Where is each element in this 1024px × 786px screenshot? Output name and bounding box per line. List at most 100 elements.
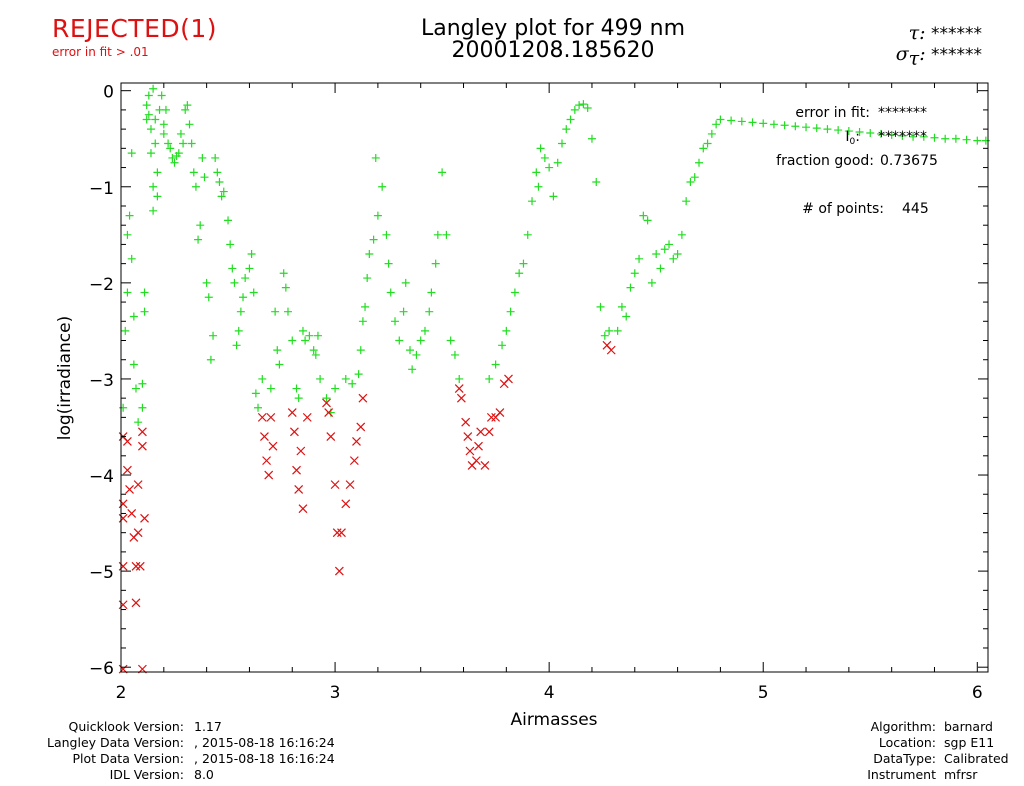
good-point-marker xyxy=(566,115,575,124)
x-tick-label: 3 xyxy=(330,683,341,703)
good-point-marker xyxy=(294,394,303,403)
good-point-marker xyxy=(596,302,605,311)
rejected-point-marker xyxy=(118,600,128,610)
good-point-marker xyxy=(748,118,757,127)
rejected-point-marker xyxy=(474,441,483,451)
good-point-marker xyxy=(125,211,134,220)
good-point-marker xyxy=(144,91,153,100)
good-point-marker xyxy=(170,158,179,167)
rejected-point-marker xyxy=(133,528,143,538)
rejected-point-marker xyxy=(264,470,274,480)
good-point-marker xyxy=(230,278,239,287)
footer-row: IDL Version: 8.0 xyxy=(0,767,335,783)
good-point-marker xyxy=(138,403,147,412)
good-point-marker xyxy=(427,288,436,297)
good-point-marker xyxy=(712,120,721,129)
good-point-marker xyxy=(600,331,609,340)
rejected-point-marker xyxy=(118,513,128,523)
good-point-marker xyxy=(200,173,209,182)
y-axis-label: log(irradiance) xyxy=(55,316,75,441)
status-note: error in fit > .01 xyxy=(52,45,149,59)
good-point-marker xyxy=(119,403,128,412)
good-point-marker xyxy=(140,307,149,316)
rejected-point-marker xyxy=(486,412,496,422)
good-point-marker xyxy=(812,124,821,133)
good-point-marker xyxy=(298,326,307,335)
tau-label: τ: xyxy=(908,22,926,44)
tau-value: ****** xyxy=(931,24,982,44)
rejected-point-marker xyxy=(463,432,473,442)
good-point-marker xyxy=(647,278,656,287)
y-tick-label: −5 xyxy=(89,563,114,583)
good-point-marker xyxy=(587,134,596,143)
good-point-marker xyxy=(669,254,678,263)
rejected-point-marker xyxy=(302,412,312,422)
good-point-marker xyxy=(254,403,263,412)
rejected-point-marker xyxy=(484,427,494,437)
good-point-marker xyxy=(273,346,282,355)
rejected-point-marker xyxy=(137,427,147,437)
good-point-marker xyxy=(575,101,584,110)
good-point-marker xyxy=(540,153,549,162)
good-point-marker xyxy=(292,384,301,393)
good-point-marker xyxy=(450,350,459,359)
good-point-marker xyxy=(196,221,205,230)
good-point-marker xyxy=(395,336,404,345)
good-point-marker xyxy=(442,230,451,239)
good-point-marker xyxy=(425,307,434,316)
rejected-point-marker xyxy=(131,598,141,608)
rejected-point-marker xyxy=(287,408,297,417)
good-point-marker xyxy=(202,278,211,287)
rejected-point-marker xyxy=(480,460,490,470)
good-point-marker xyxy=(802,123,811,132)
good-point-marker xyxy=(129,312,138,321)
good-point-marker xyxy=(144,110,153,119)
good-point-marker xyxy=(149,206,158,215)
rejected-point-marker xyxy=(133,480,143,490)
good-point-marker xyxy=(245,264,254,273)
good-point-marker xyxy=(412,350,421,359)
good-point-marker xyxy=(579,100,588,109)
good-point-marker xyxy=(665,240,674,249)
footer-value: Calibrated xyxy=(944,751,1009,766)
good-point-marker xyxy=(727,116,736,125)
rejected-point-marker xyxy=(122,465,132,475)
good-point-marker xyxy=(279,269,288,278)
good-point-marker xyxy=(365,250,374,259)
good-point-marker xyxy=(219,187,228,196)
rejected-point-marker xyxy=(461,417,471,427)
good-point-marker xyxy=(181,105,190,114)
good-point-marker xyxy=(224,216,233,225)
good-point-marker xyxy=(536,144,545,153)
rejected-point-marker xyxy=(135,561,145,571)
good-point-marker xyxy=(313,331,322,340)
footer-key: Plot Data Version: xyxy=(72,751,184,766)
footer-row: Plot Data Version: , 2015-08-18 16:16:24 xyxy=(0,751,334,767)
y-tick-label: −4 xyxy=(89,467,114,487)
good-point-marker xyxy=(142,115,151,124)
rejected-point-marker xyxy=(356,422,366,432)
rejected-point-marker xyxy=(341,499,351,509)
good-point-marker xyxy=(166,144,175,153)
good-point-marker xyxy=(446,336,455,345)
good-point-marker xyxy=(617,302,626,311)
good-point-marker xyxy=(834,126,843,135)
good-point-marker xyxy=(962,135,971,144)
x-tick-label: 6 xyxy=(972,683,983,703)
good-point-marker xyxy=(209,331,218,340)
good-point-marker xyxy=(707,129,716,138)
sigma-value: ****** xyxy=(931,45,982,65)
rejected-point-marker xyxy=(294,485,304,494)
good-point-marker xyxy=(553,158,562,167)
rejected-point-marker xyxy=(296,446,306,456)
good-point-marker xyxy=(384,259,393,268)
good-point-marker xyxy=(194,235,203,244)
good-point-marker xyxy=(211,153,220,162)
good-point-marker xyxy=(583,103,592,112)
rejected-points-series xyxy=(118,340,616,674)
good-point-marker xyxy=(142,101,151,110)
rejected-point-marker xyxy=(118,499,128,509)
rejected-point-marker xyxy=(260,432,269,442)
rejected-point-marker xyxy=(322,398,331,408)
